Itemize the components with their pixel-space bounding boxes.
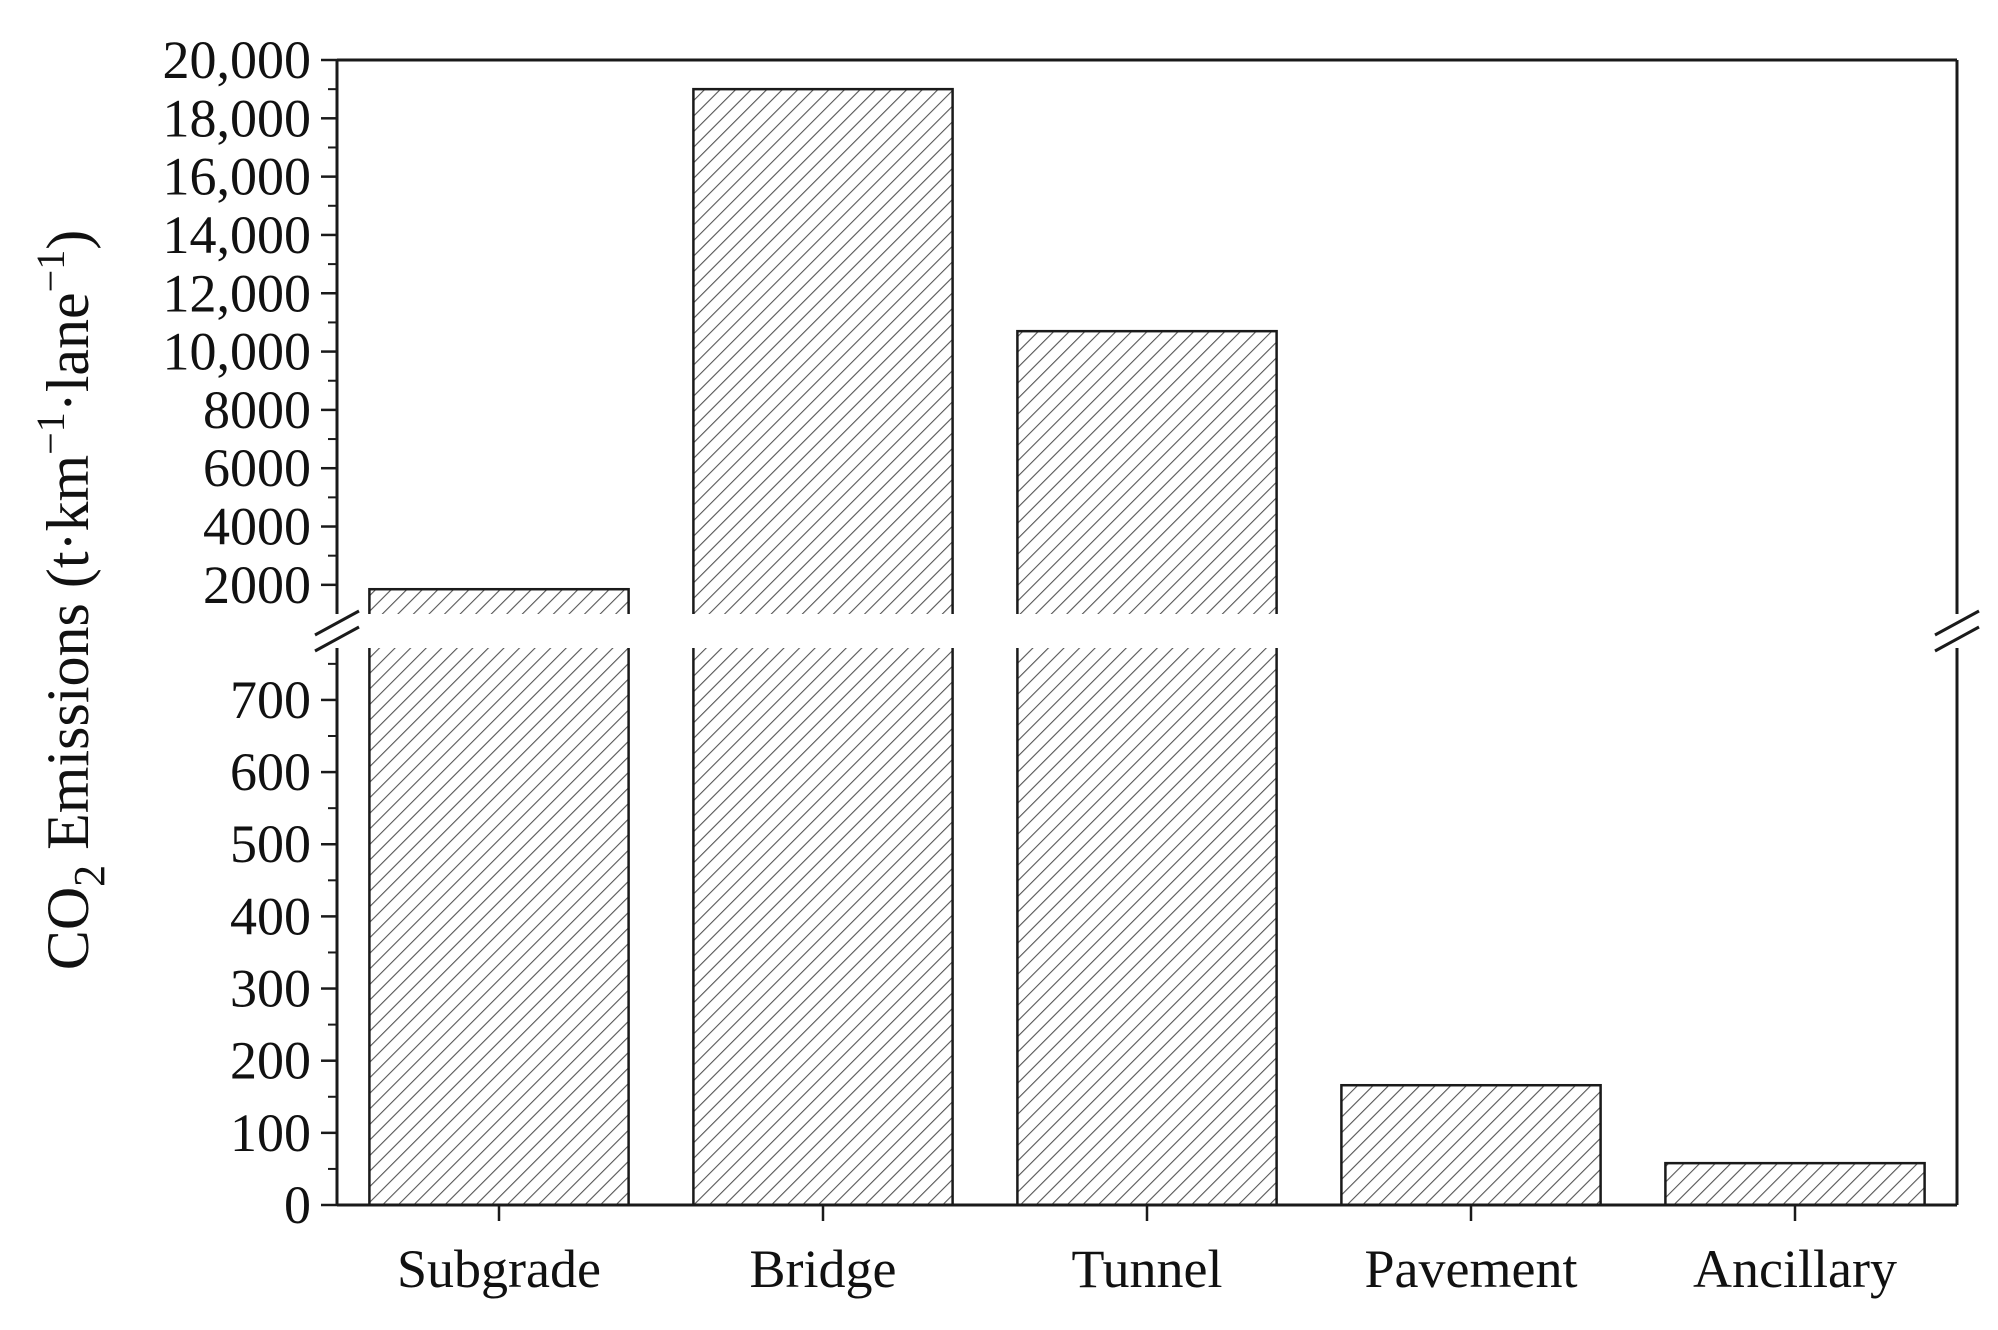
y-tick-label: 20,000 xyxy=(163,30,312,90)
x-tick-label: Tunnel xyxy=(1071,1239,1222,1299)
y-tick-label: 6000 xyxy=(203,438,311,498)
x-tick-label: Bridge xyxy=(750,1239,897,1299)
y-tick-label: 2000 xyxy=(203,555,311,615)
y-tick-label: 300 xyxy=(230,959,311,1019)
y-axis-title: CO2 Emissions (t·km−1·lane−1) xyxy=(28,230,114,970)
y-tick-label: 8000 xyxy=(203,380,311,440)
labels-layer: Subgrade Bridge Tunnel Pavement Ancillary 0 10… xyxy=(163,30,1897,1299)
y-tick-label: 400 xyxy=(230,886,311,946)
y-tick-label: 10,000 xyxy=(163,322,312,382)
y-tick-label: 0 xyxy=(284,1175,311,1235)
y-axis-break-mark xyxy=(314,625,360,653)
x-tick-label: Pavement xyxy=(1365,1239,1578,1299)
y-tick-label: 16,000 xyxy=(163,147,312,207)
y-axis-break-mark xyxy=(314,609,360,637)
bar-pavement xyxy=(1340,1083,1602,1207)
y-tick-label: 700 xyxy=(230,670,311,730)
axes-layer xyxy=(314,58,1980,1221)
bars-layer xyxy=(368,87,1926,1207)
x-tick-label: Subgrade xyxy=(397,1239,601,1299)
y-tick-label: 500 xyxy=(230,814,311,874)
y-tick-label: 600 xyxy=(230,742,311,802)
right-axis-break-mark xyxy=(1934,625,1980,653)
bar-ancillary xyxy=(1664,1161,1926,1207)
bar-tunnel xyxy=(1016,329,1278,1207)
y-tick-label: 18,000 xyxy=(163,88,312,148)
y-tick-label: 14,000 xyxy=(163,205,312,265)
x-tick-label: Ancillary xyxy=(1693,1239,1897,1299)
axis-break-gap xyxy=(329,614,1979,648)
y-tick-label: 12,000 xyxy=(163,263,312,323)
y-tick-label: 100 xyxy=(230,1103,311,1163)
bar-subgrade xyxy=(368,587,630,1207)
y-tick-label: 200 xyxy=(230,1031,311,1091)
right-axis-break-mark xyxy=(1934,609,1980,637)
y-tick-label: 4000 xyxy=(203,497,311,557)
